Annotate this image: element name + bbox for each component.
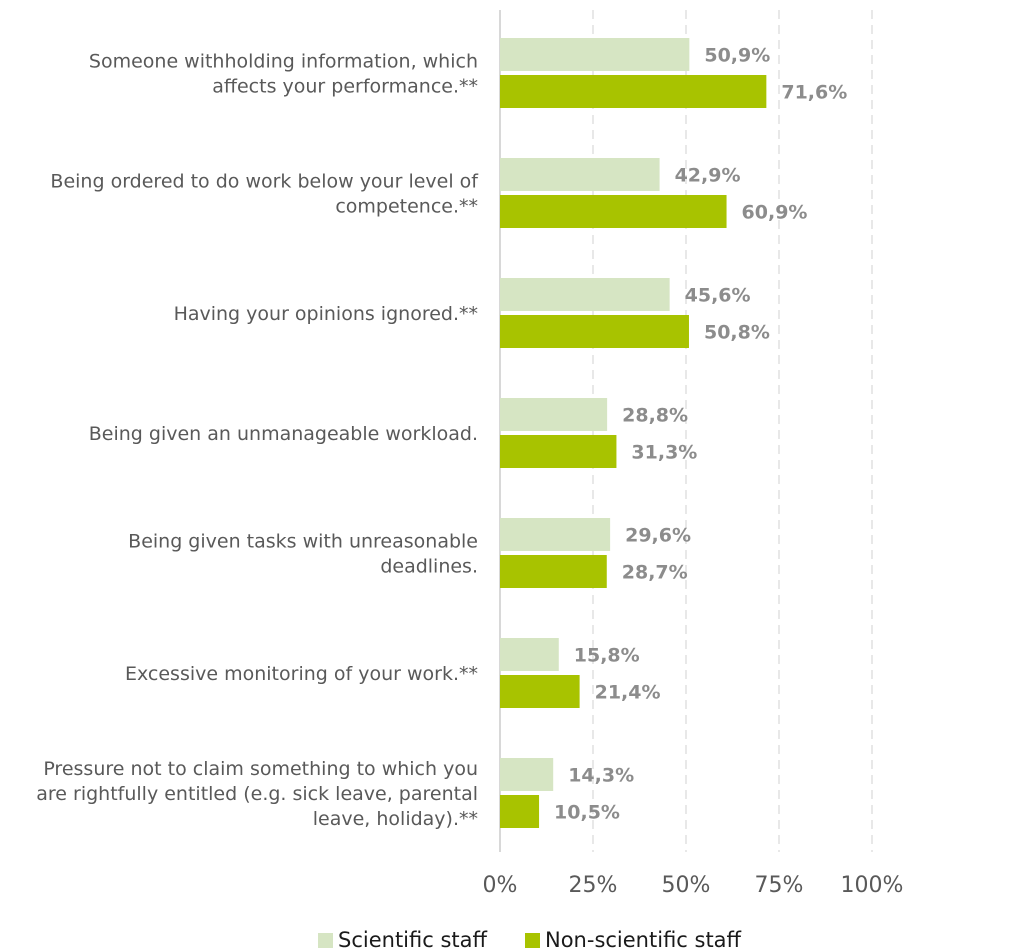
x-axis-ticks: 0% 25% 50% 75% 100% [483, 873, 904, 898]
legend-swatch [525, 933, 540, 948]
data-label: 10,5% [554, 802, 620, 824]
category-label: Being given an unmanageable workload. [89, 423, 478, 445]
bars [500, 38, 767, 828]
category-label: Having your opinions ignored.** [174, 303, 478, 325]
data-label: 50,8% [704, 322, 770, 344]
category-label: Excessive monitoring of your work.** [125, 663, 478, 685]
category-label: Someone withholding information, which af… [89, 51, 478, 98]
x-tick-label: 25% [569, 873, 618, 898]
bar-non-scientific-staff [500, 795, 540, 828]
x-tick-label: 50% [662, 873, 711, 898]
category-label: Being ordered to do work below your leve… [50, 171, 479, 218]
data-label: 50,9% [704, 45, 770, 67]
bar-non-scientific-staff [500, 195, 727, 228]
bar-scientific-staff [500, 398, 608, 431]
x-tick-label: 75% [755, 873, 804, 898]
data-label: 60,9% [742, 202, 808, 224]
data-label: 28,7% [622, 562, 688, 584]
bar-non-scientific-staff [500, 435, 617, 468]
category-label: Being given tasks with unreasonable deadl… [128, 531, 478, 578]
bar-scientific-staff [500, 518, 611, 551]
legend-label: Non-scientific staff [545, 928, 742, 949]
bar-scientific-staff [500, 38, 690, 71]
data-label: 21,4% [595, 682, 661, 704]
x-tick-label: 100% [841, 873, 904, 898]
bar-non-scientific-staff [500, 675, 580, 708]
category-label: Pressure not to claim something to which… [36, 758, 478, 830]
data-label: 45,6% [685, 285, 751, 307]
legend: Scientific staff Non-scientific staff [318, 928, 742, 949]
bar-non-scientific-staff [500, 555, 607, 588]
bar-scientific-staff [500, 758, 554, 791]
bar-scientific-staff [500, 158, 660, 191]
data-label: 28,8% [622, 405, 688, 427]
bar-non-scientific-staff [500, 315, 689, 348]
data-label: 31,3% [631, 442, 697, 464]
data-label: 42,9% [675, 165, 741, 187]
data-label: 71,6% [781, 82, 847, 104]
data-label: 29,6% [625, 525, 691, 547]
legend-label: Scientific staff [338, 928, 488, 949]
x-tick-label: 0% [483, 873, 518, 898]
bar-scientific-staff [500, 278, 670, 311]
category-labels: Someone withholding information, which af… [36, 51, 479, 831]
bar-non-scientific-staff [500, 75, 767, 108]
legend-swatch [318, 933, 333, 948]
value-labels: 50,9% 71,6% 42,9%60,9% 45,6% 50,8% 28,8% 31,3%… [554, 45, 847, 824]
bar-scientific-staff [500, 638, 559, 671]
data-label: 15,8% [574, 645, 640, 667]
data-label: 14,3% [568, 765, 634, 787]
